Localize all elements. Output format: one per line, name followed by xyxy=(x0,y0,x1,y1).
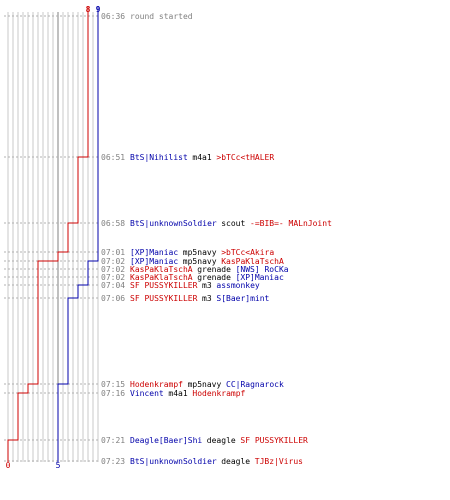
event-time: 07:16 xyxy=(101,389,125,398)
event-time: 07:04 xyxy=(101,281,125,290)
event-victim: assmonkey xyxy=(216,281,260,290)
event-victim: SF PUSSYKILLER xyxy=(240,436,308,445)
event-time: 07:01 xyxy=(101,248,125,257)
event-victim: TJBz|Virus xyxy=(255,457,303,466)
event-row: 07:21 Deagle[Baer]Shi deagle SF PUSSYKILLER xyxy=(101,436,308,445)
event-killer: [XP]Maniac xyxy=(130,248,178,257)
event-note: round started xyxy=(130,12,193,21)
event-time: 07:21 xyxy=(101,436,125,445)
series-line-1 xyxy=(7,6,89,462)
event-killer: Hodenkrampf xyxy=(130,380,183,389)
series-end-label-0: 5 xyxy=(56,461,61,470)
event-row: 07:23 BtS|unknownSoldier deagle TJBz|Virus xyxy=(101,457,303,466)
event-weapon: mp5navy xyxy=(183,248,217,257)
event-killer: [XP]Maniac xyxy=(130,257,178,266)
event-weapon: m4a1 xyxy=(192,153,211,162)
event-time: 07:02 xyxy=(101,273,125,282)
event-row: 07:02 KasPaKlaTschA grenade [NWS] RoCKa xyxy=(101,265,289,274)
event-weapon: mp5navy xyxy=(188,380,222,389)
event-weapon: deagle xyxy=(207,436,236,445)
event-time: 07:02 xyxy=(101,265,125,274)
event-victim: CC|Ragnarock xyxy=(226,380,284,389)
event-victim: >bTCc<Akira xyxy=(221,248,274,257)
event-row: 06:51 BtS|Nihilist m4a1 >bTCc<tHALER xyxy=(101,153,274,162)
event-weapon: m3 xyxy=(202,294,212,303)
event-time: 07:02 xyxy=(101,257,125,266)
event-row: 07:15 Hodenkrampf mp5navy CC|Ragnarock xyxy=(101,380,284,389)
event-victim: -=BIB=- MALnJoint xyxy=(250,219,332,228)
event-time: 06:51 xyxy=(101,153,125,162)
event-killer: Deagle[Baer]Shi xyxy=(130,436,202,445)
axis-value-labels: 9 5 8 0 xyxy=(6,5,101,470)
event-killer: SF PUSSYKILLER xyxy=(130,294,198,303)
event-time: 07:06 xyxy=(101,294,125,303)
series-start-label-1: 8 xyxy=(86,5,91,14)
event-log: 06:36 round started 06:51 BtS|Nihilist m4a1 >… xyxy=(101,12,332,466)
event-victim: S[Baer]mint xyxy=(216,294,269,303)
series-end-label-1: 0 xyxy=(6,461,11,470)
series-start-label-0: 9 xyxy=(96,5,101,14)
event-row: 07:16 Vincent m4a1 Hodenkrampf xyxy=(101,389,246,398)
event-killer: BtS|unknownSoldier xyxy=(130,219,217,228)
event-weapon: grenade xyxy=(197,273,231,282)
event-time: 06:58 xyxy=(101,219,125,228)
event-row: 06:36 round started xyxy=(101,12,193,21)
event-victim: KasPaKlaTschA xyxy=(221,257,284,266)
event-victim: >bTCc<tHALER xyxy=(216,153,274,162)
event-killer: KasPaKlaTschA xyxy=(130,273,193,282)
grid xyxy=(7,12,99,462)
event-weapon: deagle xyxy=(221,457,250,466)
event-weapon: m3 xyxy=(202,281,212,290)
event-weapon: m4a1 xyxy=(168,389,187,398)
series-line-0 xyxy=(57,6,99,462)
event-row: 07:06 SF PUSSYKILLER m3 S[Baer]mint xyxy=(101,294,270,303)
event-row: 07:01 [XP]Maniac mp5navy >bTCc<Akira xyxy=(101,248,274,257)
event-killer: SF PUSSYKILLER xyxy=(130,281,198,290)
event-weapon: scout xyxy=(221,219,245,228)
event-victim: [XP]Maniac xyxy=(236,273,284,282)
event-victim: [NWS] RoCKa xyxy=(236,265,289,274)
event-time: 07:23 xyxy=(101,457,125,466)
event-killer: BtS|unknownSoldier xyxy=(130,457,217,466)
event-row: 06:58 BtS|unknownSoldier scout -=BIB=- MALn… xyxy=(101,219,332,228)
event-weapon: mp5navy xyxy=(183,257,217,266)
event-victim: Hodenkrampf xyxy=(192,389,245,398)
event-row: 07:04 SF PUSSYKILLER m3 assmonkey xyxy=(101,281,260,290)
event-killer: BtS|Nihilist xyxy=(130,153,188,162)
event-time: 07:15 xyxy=(101,380,125,389)
series-lines xyxy=(7,6,99,462)
event-row: 07:02 [XP]Maniac mp5navy KasPaKlaTschA xyxy=(101,257,284,266)
event-row: 07:02 KasPaKlaTschA grenade [XP]Maniac xyxy=(101,273,284,282)
event-killer: Vincent xyxy=(130,389,164,398)
event-time: 06:36 xyxy=(101,12,125,21)
event-killer: KasPaKlaTschA xyxy=(130,265,193,274)
event-weapon: grenade xyxy=(197,265,231,274)
